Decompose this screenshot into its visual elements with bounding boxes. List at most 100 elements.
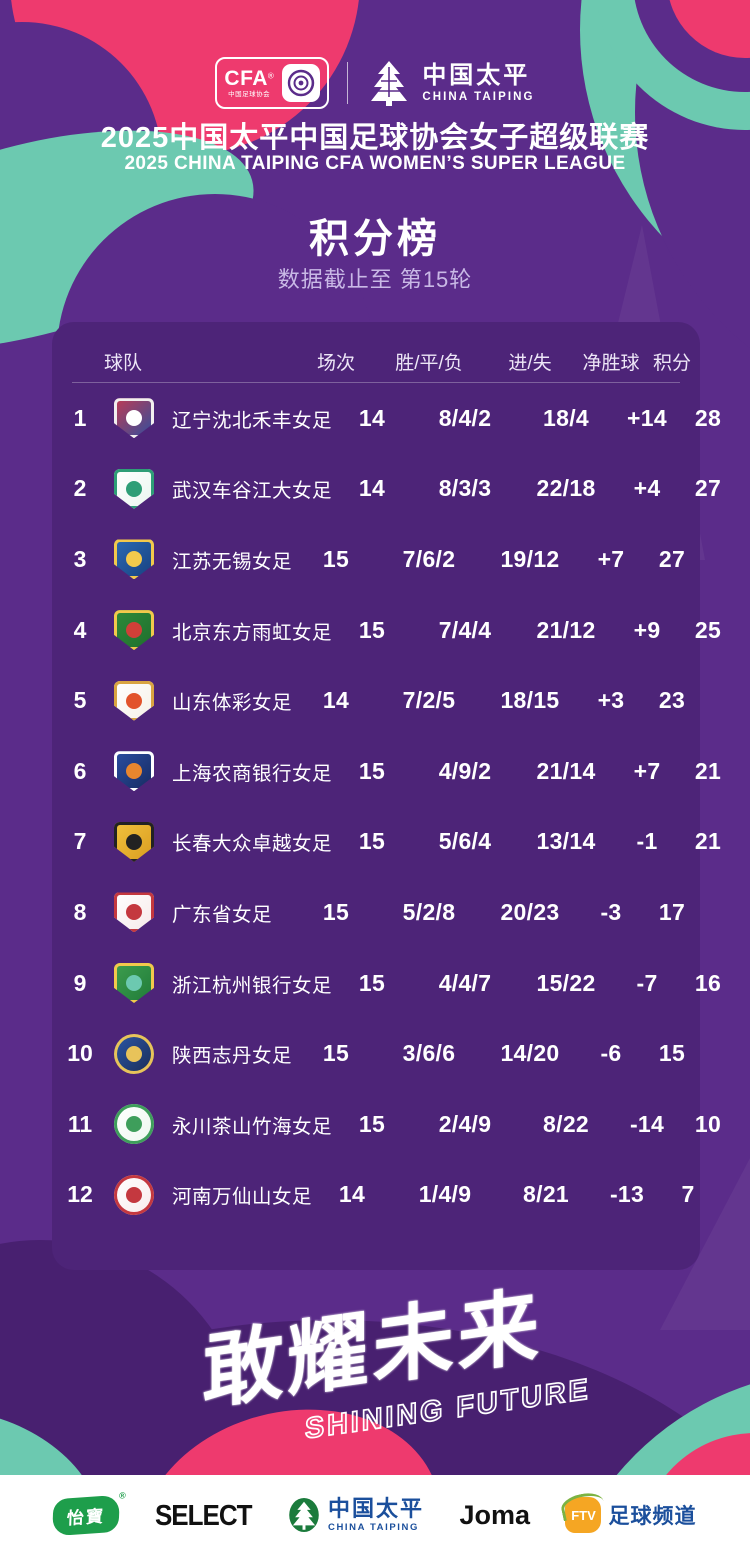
team-name: 河南万仙山女足 [172,1186,313,1209]
cfa-emblem-icon [281,64,320,102]
points: 7 [681,1181,695,1208]
cfa-chinese-label: 中国足球协会 [228,90,271,98]
team-name: 江苏无锡女足 [172,550,293,573]
win-draw-loss: 5/2/8 [402,898,456,925]
points: 15 [658,1040,686,1067]
goals-for-against: 8/21 [523,1181,569,1208]
team-rank: 11 [67,1110,93,1137]
goal-difference: -7 [636,969,658,996]
goal-difference: -13 [609,1181,645,1208]
goal-difference: -3 [600,898,622,925]
goal-difference: -14 [629,1110,665,1137]
goals-for-against: 14/20 [500,1040,560,1067]
team-badge [114,963,154,1004]
team-rank: 5 [73,687,87,714]
team-name: 山东体彩女足 [172,692,293,715]
goals-for-against: 18/15 [500,687,560,714]
team-badge [114,610,154,651]
taiping-chinese-label: 中国太平 [422,61,531,89]
goals-for-against: 15/22 [536,969,596,996]
matches-played: 14 [338,1181,366,1208]
goal-difference: -6 [600,1040,622,1067]
points: 27 [658,545,686,572]
header-logo-row: CFA® 中国足球协会 [0,56,750,110]
win-draw-loss: 3/6/6 [402,1040,456,1067]
matches-played: 15 [358,616,386,643]
sponsor-footer: 怡寶 ® SELECT 中国太平 CHINA TAIPING Joma FTV … [0,1475,750,1555]
taiping-tree-icon-footer [289,1498,319,1532]
taiping-english-label: CHINA TAIPING [422,91,535,104]
china-taiping-logo: 中国太平 CHINA TAIPING [366,59,534,107]
column-header-gd: 净胜球 [582,352,640,374]
team-badge [114,1033,154,1074]
win-draw-loss: 5/6/4 [438,828,492,855]
table-row: 1 辽宁沈北禾丰女足 14 8/4/2 18/4 +14 28 [52,383,721,454]
goals-for-against: 20/23 [500,898,560,925]
column-header-goals: 进/失 [508,352,552,374]
team-name: 武汉车谷江大女足 [172,480,333,503]
team-rank: 6 [73,757,87,784]
table-row: 2 武汉车谷江大女足 14 8/3/3 22/18 +4 27 [52,454,721,525]
goal-difference: +4 [633,475,661,502]
goals-for-against: 21/12 [536,616,596,643]
joma-logo: Joma [459,1499,531,1530]
team-name: 辽宁沈北禾丰女足 [172,409,333,432]
team-name: 永川茶山竹海女足 [172,1115,333,1138]
win-draw-loss: 1/4/9 [418,1181,472,1208]
team-rank: 12 [67,1181,93,1208]
points: 25 [694,616,722,643]
cfa-registered-mark: ® [267,71,274,81]
points: 17 [658,898,686,925]
team-rank: 10 [67,1040,93,1067]
team-badge [114,680,154,721]
matches-played: 14 [322,687,350,714]
column-header-played: 场次 [316,352,355,374]
table-row: 10 陕西志丹女足 15 3/6/6 14/20 -6 15 [52,1018,700,1089]
table-row: 11 永川茶山竹海女足 15 2/4/9 8/22 -14 10 [52,1089,721,1160]
team-name: 上海农商银行女足 [172,762,333,785]
standings-title: 积分榜 [309,217,441,261]
team-rank: 9 [73,969,87,996]
taiping-footer-chinese: 中国太平 [327,1495,424,1521]
matches-played: 15 [358,757,386,784]
team-rank: 4 [73,616,87,643]
team-badge [114,751,154,792]
matches-played: 15 [358,828,386,855]
team-badge [114,468,154,509]
league-title-english: 2025 CHINA TAIPING CFA WOMEN’S SUPER LEA… [124,153,626,174]
cfa-logo: CFA® 中国足球协会 [215,57,329,109]
sponsor-select: SELECT [155,1498,253,1531]
column-header-wdl: 胜/平/负 [395,352,463,374]
goals-for-against: 19/12 [500,545,560,572]
table-row: 12 河南万仙山女足 14 1/4/9 8/21 -13 7 [52,1160,700,1231]
points: 16 [694,969,722,996]
team-rank: 3 [73,545,87,572]
cestbon-registered-mark: ® [119,1489,129,1501]
sponsor-china-taiping: 中国太平 CHINA TAIPING [287,1496,424,1534]
goal-difference: -1 [636,828,658,855]
goal-difference: +7 [633,757,661,784]
points: 28 [694,404,722,431]
matches-played: 15 [358,1110,386,1137]
matches-played: 15 [322,898,350,925]
team-badge [114,539,154,580]
goals-for-against: 21/14 [536,757,596,784]
goals-for-against: 13/14 [536,828,596,855]
team-rank: 8 [73,898,87,925]
matches-played: 15 [358,969,386,996]
header-divider [72,382,680,383]
taiping-tree-icon [371,61,408,106]
table-row: 8 广东省女足 15 5/2/8 20/23 -3 17 [52,877,700,948]
matches-played: 15 [322,545,350,572]
matches-played: 14 [358,475,386,502]
ftv-channel-label: 足球频道 [608,1505,697,1528]
column-header-points: 积分 [652,352,691,374]
taiping-footer-english: CHINA TAIPING [327,1521,419,1533]
win-draw-loss: 7/4/4 [438,616,492,643]
win-draw-loss: 2/4/9 [438,1110,492,1137]
goal-difference: +14 [627,404,667,431]
win-draw-loss: 8/3/3 [438,475,492,502]
win-draw-loss: 8/4/2 [438,404,492,431]
team-badge [114,1174,154,1215]
